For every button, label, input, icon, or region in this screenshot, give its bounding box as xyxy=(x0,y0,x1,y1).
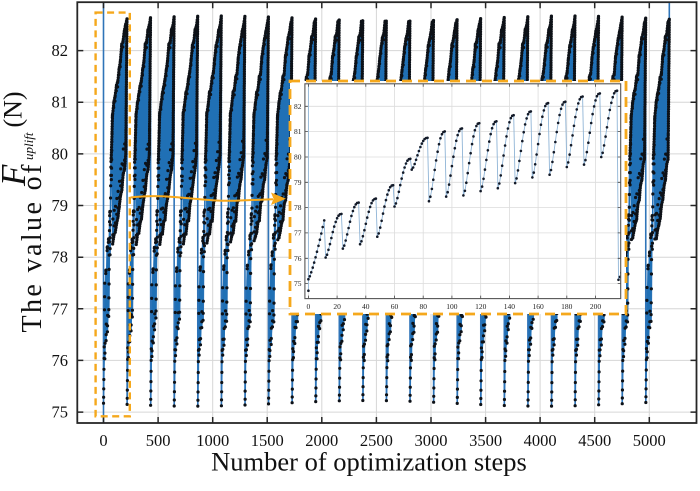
svg-text:75: 75 xyxy=(294,279,302,288)
svg-text:3500: 3500 xyxy=(469,431,502,450)
svg-text:180: 180 xyxy=(561,302,573,311)
svg-text:(N): (N) xyxy=(0,91,28,127)
svg-text:0: 0 xyxy=(99,431,107,450)
svg-text:4500: 4500 xyxy=(578,431,611,450)
svg-text:Number of optimization steps: Number of optimization steps xyxy=(211,447,527,477)
svg-text:140: 140 xyxy=(504,302,516,311)
svg-text:160: 160 xyxy=(532,302,544,311)
svg-text:1000: 1000 xyxy=(196,431,229,450)
svg-text:F: F xyxy=(0,164,33,187)
svg-text:100: 100 xyxy=(446,302,458,311)
svg-text:77: 77 xyxy=(294,229,302,238)
svg-text:5000: 5000 xyxy=(633,431,666,450)
svg-text:3000: 3000 xyxy=(415,431,448,450)
svg-text:60: 60 xyxy=(391,302,399,311)
svg-text:78: 78 xyxy=(52,248,69,267)
svg-text:The value of: The value of xyxy=(17,162,48,332)
svg-text:40: 40 xyxy=(362,302,370,311)
svg-text:76: 76 xyxy=(294,254,302,263)
svg-text:75: 75 xyxy=(52,403,69,422)
svg-text:uplift: uplift xyxy=(21,132,36,160)
svg-text:80: 80 xyxy=(294,153,302,162)
svg-text:80: 80 xyxy=(52,144,69,163)
svg-text:81: 81 xyxy=(52,93,69,112)
svg-text:79: 79 xyxy=(52,196,69,215)
svg-text:82: 82 xyxy=(52,41,69,60)
svg-text:78: 78 xyxy=(294,203,302,212)
svg-text:0: 0 xyxy=(307,302,311,311)
svg-text:81: 81 xyxy=(294,127,302,136)
svg-text:79: 79 xyxy=(294,178,302,187)
svg-text:77: 77 xyxy=(52,299,69,318)
svg-text:200: 200 xyxy=(590,302,602,311)
svg-text:2000: 2000 xyxy=(305,431,338,450)
svg-text:120: 120 xyxy=(475,302,487,311)
svg-text:80: 80 xyxy=(419,302,427,311)
svg-text:4000: 4000 xyxy=(524,431,557,450)
svg-text:500: 500 xyxy=(146,431,171,450)
svg-text:82: 82 xyxy=(294,102,302,111)
svg-text:2500: 2500 xyxy=(360,431,393,450)
svg-text:20: 20 xyxy=(333,302,341,311)
svg-text:76: 76 xyxy=(52,351,69,370)
svg-text:1500: 1500 xyxy=(251,431,284,450)
